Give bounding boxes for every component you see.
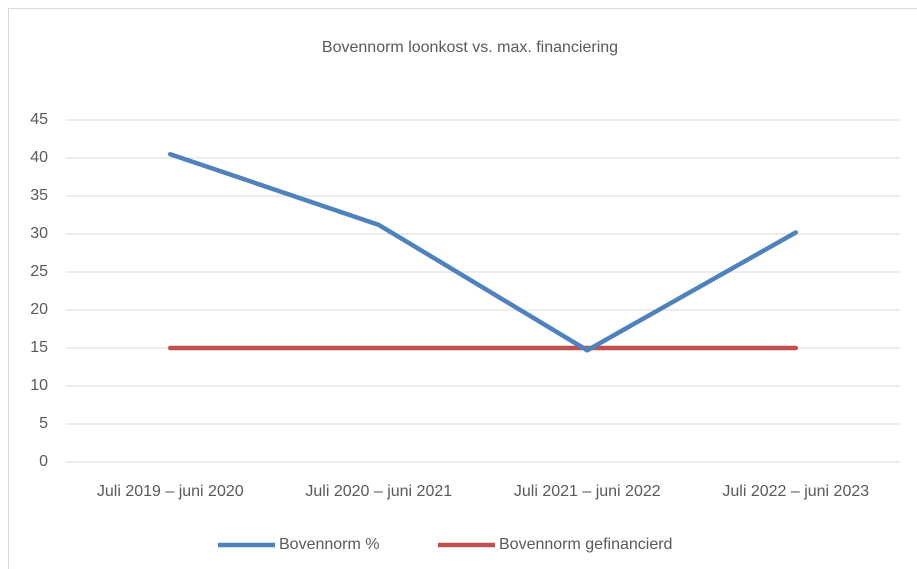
x-tick-label: Juli 2019 – juni 2020 [97, 483, 244, 500]
legend-label: Bovennorm gefinancierd [499, 536, 672, 553]
x-tick-label: Juli 2022 – juni 2023 [722, 483, 869, 500]
y-tick-label: 45 [30, 111, 48, 128]
y-tick-label: 10 [30, 377, 48, 394]
x-tick-label: Juli 2020 – juni 2021 [305, 483, 452, 500]
data-line [168, 151, 798, 353]
y-tick-label: 25 [30, 263, 48, 280]
y-tick-label: 5 [39, 415, 48, 432]
y-tick-label: 35 [30, 187, 48, 204]
chart-border [8, 8, 917, 569]
y-tick-label: 30 [30, 225, 48, 242]
x-tick-label: Juli 2021 – juni 2022 [514, 483, 661, 500]
y-tick-label: 40 [30, 149, 48, 166]
y-tick-label: 20 [30, 301, 48, 318]
chart-title: Bovennorm loonkost vs. max. financiering [322, 39, 618, 56]
y-tick-label: 15 [30, 339, 48, 356]
y-tick-label: 0 [39, 453, 48, 470]
legend-label: Bovennorm % [279, 536, 380, 553]
